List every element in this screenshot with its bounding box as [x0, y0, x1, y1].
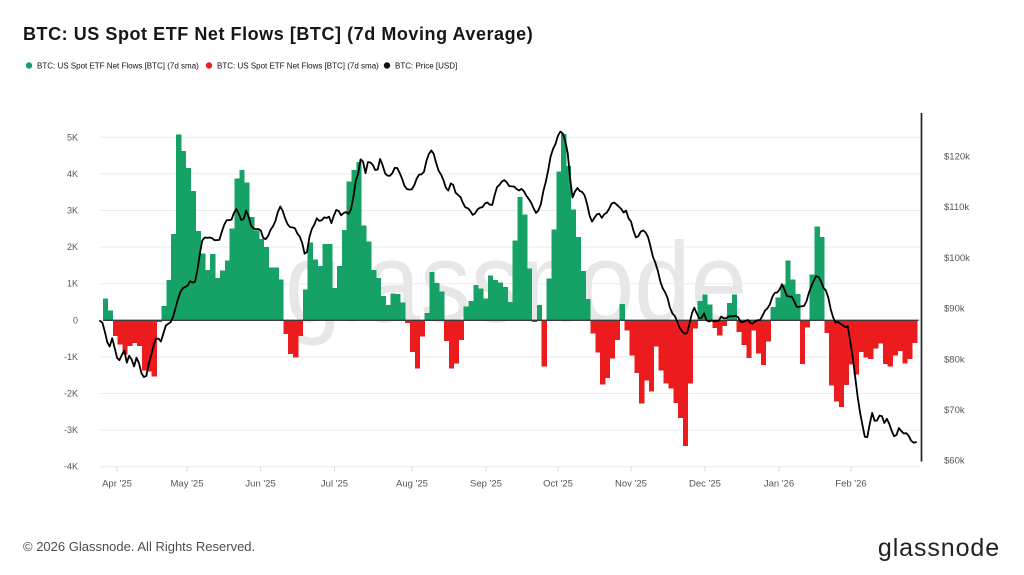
svg-text:Jun '25: Jun '25 — [245, 479, 275, 490]
svg-text:Apr '25: Apr '25 — [102, 479, 132, 490]
svg-text:$110k: $110k — [944, 202, 969, 213]
svg-text:BTC: US Spot ETF Net Flows [BT: BTC: US Spot ETF Net Flows [BTC] (7d sma… — [217, 62, 379, 71]
svg-text:Dec '25: Dec '25 — [689, 479, 721, 490]
svg-text:$70k: $70k — [944, 405, 965, 416]
svg-text:-2K: -2K — [64, 389, 78, 399]
svg-text:Sep '25: Sep '25 — [470, 479, 502, 490]
svg-text:© 2026 Glassnode. All Rights R: © 2026 Glassnode. All Rights Reserved. — [23, 539, 255, 554]
svg-text:BTC: US Spot ETF Net Flows [BT: BTC: US Spot ETF Net Flows [BTC] (7d Mov… — [23, 24, 533, 44]
svg-text:Jan '26: Jan '26 — [764, 479, 794, 490]
svg-text:-1K: -1K — [64, 352, 78, 362]
svg-text:$60k: $60k — [944, 456, 965, 467]
svg-text:$80k: $80k — [944, 354, 965, 365]
svg-text:5K: 5K — [67, 132, 78, 142]
svg-text:Aug '25: Aug '25 — [396, 479, 428, 490]
svg-text:BTC: US Spot ETF Net Flows [BT: BTC: US Spot ETF Net Flows [BTC] (7d sma… — [37, 62, 199, 71]
svg-text:-3K: -3K — [64, 425, 78, 435]
svg-text:Oct '25: Oct '25 — [543, 479, 573, 490]
svg-text:BTC: Price [USD]: BTC: Price [USD] — [395, 62, 457, 71]
svg-text:$100k: $100k — [944, 253, 970, 264]
svg-text:May '25: May '25 — [171, 479, 204, 490]
svg-text:$120k: $120k — [944, 152, 970, 163]
svg-text:Feb '26: Feb '26 — [835, 479, 866, 490]
svg-text:0: 0 — [73, 315, 78, 325]
svg-text:$90k: $90k — [944, 304, 965, 315]
svg-text:1K: 1K — [67, 279, 78, 289]
svg-text:3K: 3K — [67, 206, 78, 216]
svg-text:glassnode: glassnode — [878, 534, 1000, 562]
svg-text:Nov '25: Nov '25 — [615, 479, 647, 490]
svg-text:Jul '25: Jul '25 — [321, 479, 348, 490]
svg-text:4K: 4K — [67, 169, 78, 179]
svg-text:-4K: -4K — [64, 462, 78, 472]
svg-text:2K: 2K — [67, 242, 78, 252]
